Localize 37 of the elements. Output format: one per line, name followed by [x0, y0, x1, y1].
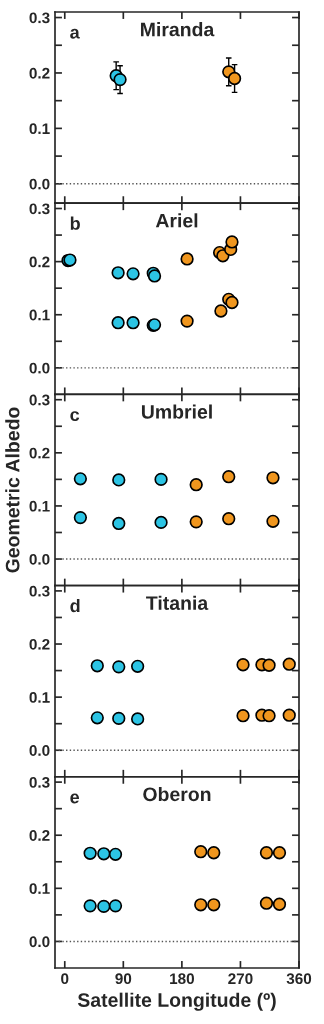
- x-tick-label: 0: [61, 973, 69, 985]
- y-tick-label: 0.0: [29, 553, 50, 565]
- y-tick-label: 0.0: [29, 362, 50, 374]
- chart-title: Miranda: [141, 22, 215, 37]
- y-tick-label: 0.2: [29, 256, 50, 268]
- y-tick-label: 0.1: [29, 692, 50, 703]
- y-tick-label: 0.1: [29, 500, 50, 512]
- y-tick-label: 0.1: [29, 883, 50, 895]
- y-tick-label: 0.3: [29, 203, 50, 215]
- y-tick-label: 0.2: [29, 830, 50, 841]
- y-tick-label: 0.3: [29, 394, 50, 406]
- chart-title: Oberon: [143, 786, 211, 802]
- y-tick-label: 0.0: [29, 178, 50, 190]
- x-tick-label: 270: [228, 973, 253, 985]
- annotation: b: [70, 216, 80, 230]
- y-tick-label: 0.0: [29, 936, 50, 948]
- chart-title: Ariel: [155, 213, 198, 228]
- x-tick-label: 360: [286, 973, 312, 985]
- y-tick-label: 0.3: [29, 12, 50, 24]
- x-axis-title: Satellite Longitude (º): [77, 992, 276, 1011]
- y-tick-label: 0.2: [29, 638, 50, 650]
- annotation: e: [70, 793, 80, 804]
- annotation: d: [70, 598, 80, 613]
- y-tick-label: 0.3: [29, 776, 50, 788]
- chart-title: Titania: [146, 595, 209, 610]
- x-tick-label: 180: [170, 973, 194, 985]
- y-axis-title: Geometric Albedo: [5, 407, 20, 573]
- y-tick-label: 0.0: [29, 745, 50, 756]
- y-tick-label: 0.1: [29, 309, 50, 321]
- y-tick-label: 0.3: [29, 585, 50, 597]
- x-tick-label: 90: [115, 973, 132, 985]
- annotation: a: [70, 28, 80, 39]
- chart-title: Umbriel: [141, 404, 212, 419]
- y-tick-label: 0.1: [29, 123, 50, 135]
- annotation: c: [70, 411, 80, 422]
- y-tick-label: 0.2: [29, 447, 50, 459]
- y-tick-label: 0.2: [29, 67, 50, 79]
